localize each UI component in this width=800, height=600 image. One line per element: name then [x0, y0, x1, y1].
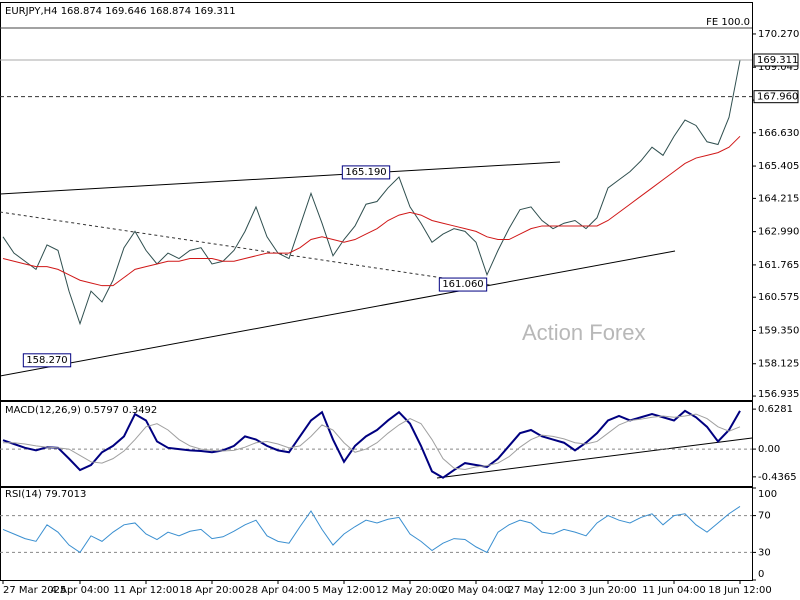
annotation-label: 161.060: [442, 279, 483, 290]
rsi-title: RSI(14) 79.7013: [5, 489, 86, 500]
fe-label: FE 100.0: [706, 17, 750, 28]
y-tick-label: 70: [758, 511, 771, 522]
annotation-label: 165.190: [345, 167, 386, 178]
y-tick-label: 164.215: [758, 193, 799, 204]
x-tick-label: 27 May 12:00: [508, 585, 577, 596]
y-tick-label: 169.045: [758, 62, 799, 73]
x-tick-label: 11 Jun 04:00: [642, 585, 706, 596]
x-tick-label: 5 May 12:00: [313, 585, 375, 596]
x-tick-label: 18 Jun 12:00: [708, 585, 772, 596]
price-label: 167.960: [757, 92, 798, 103]
x-tick-label: 3 Jun 20:00: [579, 585, 636, 596]
annotation-box: [341, 165, 391, 180]
trend-line: [0, 211, 491, 286]
y-tick-label: 156.935: [758, 389, 799, 400]
y-tick-label: 100: [758, 489, 777, 500]
x-tick-label: 27 Mar 2025: [3, 585, 66, 596]
y-tick-label: 166.630: [758, 128, 799, 139]
series-line: [2, 60, 741, 326]
y-tick-label: 160.575: [758, 292, 799, 303]
x-tick-label: 4 Apr 04:00: [51, 585, 110, 596]
price-panel: [0, 2, 753, 401]
rsi-panel: [0, 487, 753, 581]
series-line: [3, 413, 741, 470]
y-tick-label: 0: [758, 569, 764, 580]
y-tick-label: 161.765: [758, 260, 799, 271]
annotation-box: [438, 277, 488, 292]
series-line: [2, 505, 741, 554]
price-label: 169.311: [757, 55, 798, 66]
y-tick-label: -0.4365: [758, 472, 797, 483]
trend-line: [0, 250, 676, 377]
series-line: [2, 409, 741, 479]
chart-title: EURJPY,H4 168.874 169.646 168.874 169.31…: [5, 6, 236, 17]
trend-line: [0, 161, 561, 195]
x-tick-label: 12 May 20:00: [376, 585, 445, 596]
y-tick-label: 159.350: [758, 325, 799, 336]
y-tick-label: 0.00: [758, 444, 780, 455]
price-label-box: [753, 53, 799, 67]
y-tick-label: 170.270: [758, 29, 799, 40]
macd-panel: [0, 401, 753, 487]
y-tick-label: 162.990: [758, 227, 799, 238]
macd-trend-line: [436, 437, 753, 479]
y-tick-label: 0.6281: [758, 404, 793, 415]
macd-title: MACD(12,26,9) 0.5797 0.3492: [5, 405, 157, 416]
annotation-label: 158.270: [26, 355, 67, 366]
y-tick-label: 158.125: [758, 359, 799, 370]
y-tick-label: 30: [758, 547, 771, 558]
y-tick-label: 165.405: [758, 161, 799, 172]
annotation-box: [22, 353, 72, 368]
watermark: Action Forex: [522, 320, 646, 345]
x-tick-label: 11 Apr 12:00: [113, 585, 178, 596]
price-label-box: [753, 90, 799, 104]
x-tick-label: 28 Apr 04:00: [245, 585, 310, 596]
x-tick-label: 20 May 04:00: [442, 585, 511, 596]
series-line: [2, 135, 741, 287]
x-tick-label: 18 Apr 20:00: [179, 585, 244, 596]
